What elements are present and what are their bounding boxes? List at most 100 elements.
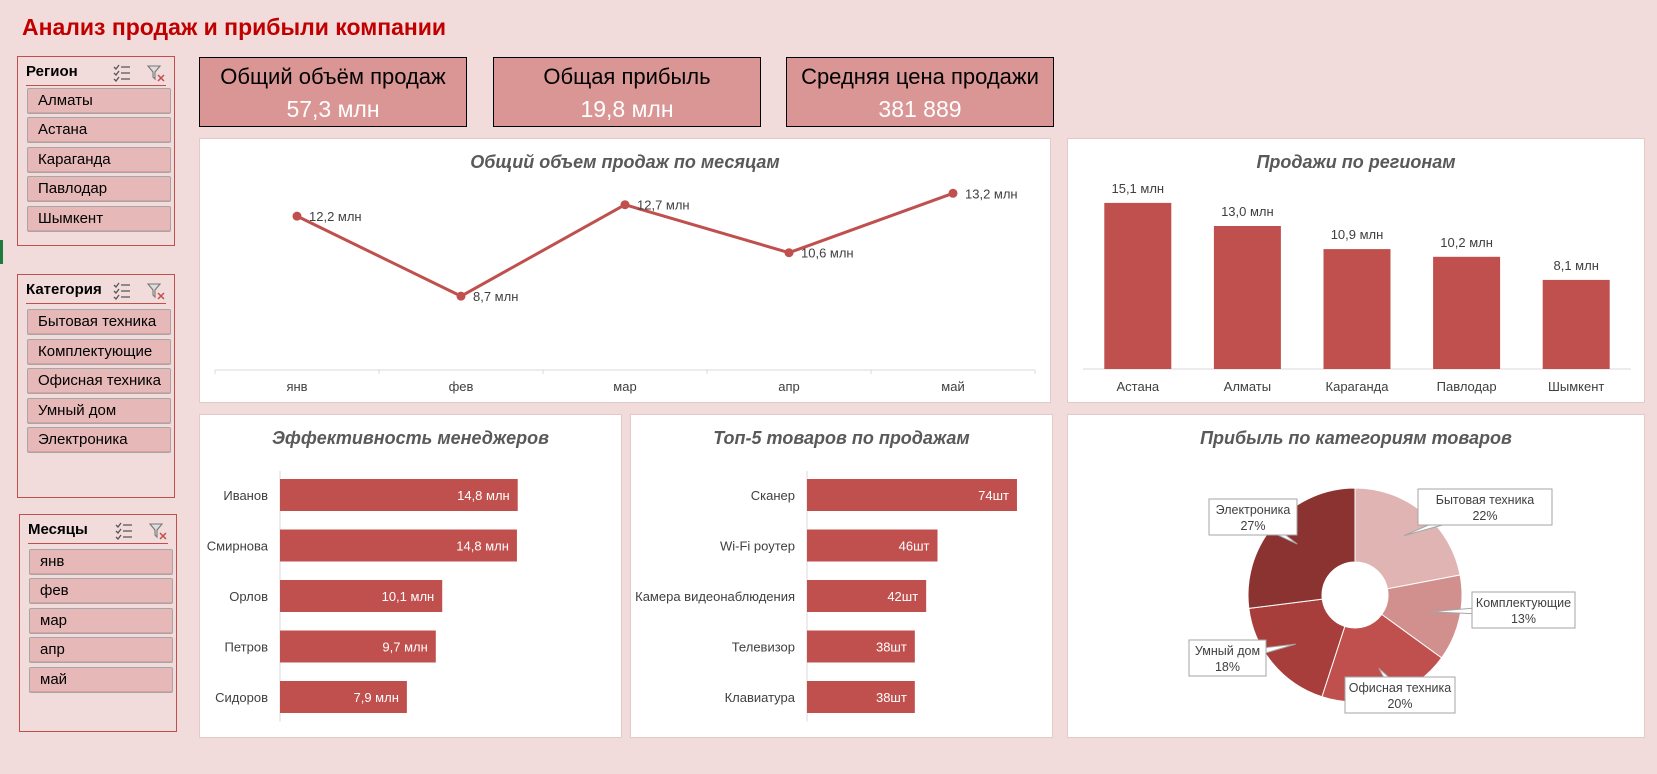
bar bbox=[1542, 279, 1610, 369]
slicer-title: Месяцы bbox=[28, 521, 88, 538]
x-tick-label: Павлодар bbox=[1437, 379, 1497, 394]
data-point bbox=[784, 248, 794, 258]
kpi-label: Общая прибыль bbox=[543, 64, 711, 89]
slicer-item-components[interactable]: Комплектующие bbox=[27, 339, 171, 365]
donut-chart: Бытовая техника 22% Комплектующие 13% Офисна… bbox=[1188, 487, 1576, 714]
x-tick-label: май bbox=[941, 379, 964, 394]
slicer-item-household-appliances[interactable]: Бытовая техника bbox=[27, 309, 171, 335]
cell-selection-marker bbox=[0, 240, 3, 264]
multi-select-icon[interactable] bbox=[112, 281, 132, 301]
y-tick-label: Орлов bbox=[229, 589, 268, 604]
chart-title: Прибыль по категориям товаров bbox=[1200, 428, 1512, 448]
data-label: 13,0 млн bbox=[1221, 204, 1274, 219]
bar bbox=[807, 479, 1017, 511]
clear-filter-icon[interactable] bbox=[146, 281, 166, 301]
slice-category-label: Бытовая техника bbox=[1436, 493, 1535, 507]
slicer-title: Категория bbox=[26, 281, 102, 298]
y-tick-label: Телевизор bbox=[732, 640, 795, 655]
dashboard-title: Анализ продаж и прибыли компании bbox=[22, 14, 447, 40]
chart-title: Эффективность менеджеров bbox=[271, 428, 550, 448]
multi-select-icon[interactable] bbox=[112, 63, 132, 83]
data-label: 8,1 млн bbox=[1554, 258, 1599, 273]
bar bbox=[280, 630, 436, 663]
kpi-average-price: Средняя цена продажи 381 889 bbox=[786, 57, 1054, 127]
slicer-item-jan[interactable]: янв bbox=[29, 549, 173, 575]
kpi-label: Общий объём продаж bbox=[220, 64, 446, 89]
bar bbox=[1433, 256, 1501, 369]
slice-percent-label: 18% bbox=[1215, 660, 1240, 674]
slicer-item-pavlodar[interactable]: Павлодар bbox=[27, 176, 171, 202]
slice-percent-label: 13% bbox=[1511, 612, 1536, 626]
slicer-header: Месяцы bbox=[28, 521, 168, 544]
slicer-item-mar[interactable]: мар bbox=[29, 608, 173, 634]
chart-panel-manager-efficiency: Эффективность менеджеров 14,8 млн Иванов 1… bbox=[199, 414, 622, 738]
bar bbox=[1104, 202, 1172, 369]
data-label: 10,2 млн bbox=[1440, 235, 1493, 250]
pie-slice bbox=[1247, 487, 1356, 609]
data-label: 74шт bbox=[978, 488, 1009, 503]
slice-percent-label: 27% bbox=[1240, 519, 1265, 533]
slicer-item-astana[interactable]: Астана bbox=[27, 117, 171, 143]
data-label: 12,2 млн bbox=[309, 209, 362, 224]
y-tick-label: Wi-Fi роутер bbox=[720, 539, 795, 554]
bar bbox=[280, 580, 443, 612]
kpi-value: 57,3 млн bbox=[286, 96, 380, 122]
x-tick-label: янв bbox=[286, 379, 307, 394]
slicer-item-may[interactable]: май bbox=[29, 667, 173, 693]
bar bbox=[807, 630, 915, 663]
horizontal-bar-chart: 14,8 млн Иванов 14,8 млн Смирнова 10,1 млн Ор… bbox=[207, 471, 518, 722]
data-label: 14,8 млн bbox=[457, 488, 510, 503]
slicer-item-office-equipment[interactable]: Офисная техника bbox=[27, 368, 171, 394]
y-tick-label: Камера видеонаблюдения bbox=[635, 589, 795, 604]
data-point bbox=[292, 211, 302, 221]
line-chart: 12,2 млн янв 8,7 млн фев 12,7 млн мар 10,6 млн… bbox=[214, 186, 1036, 394]
x-tick-label: мар bbox=[613, 379, 636, 394]
slicer-item-shymkent[interactable]: Шымкент bbox=[27, 206, 171, 232]
chart-panel-sales-by-month: Общий объем продаж по месяцам 12,2 млн ян… bbox=[199, 138, 1051, 403]
kpi-total-sales: Общий объём продаж 57,3 млн bbox=[199, 57, 467, 127]
multi-select-icon[interactable] bbox=[114, 521, 134, 541]
kpi-total-profit: Общая прибыль 19,8 млн bbox=[493, 57, 761, 127]
data-label: 10,9 млн bbox=[1331, 227, 1384, 242]
column-chart: 15,1 млн Астана 13,0 млн Алматы 10,9 млн Кара… bbox=[1083, 181, 1631, 394]
y-tick-label: Смирнова bbox=[207, 539, 269, 554]
pie-slice bbox=[1248, 598, 1346, 698]
data-point bbox=[620, 200, 630, 210]
slice-category-label: Умный дом bbox=[1195, 644, 1260, 658]
slice-percent-label: 22% bbox=[1472, 509, 1497, 523]
data-label: 9,7 млн bbox=[382, 640, 427, 655]
x-tick-label: Астана bbox=[1116, 379, 1159, 394]
bar bbox=[1323, 249, 1391, 369]
horizontal-bar-chart: 74шт Сканер 46шт Wi-Fi роутер 42шт Камера вид… bbox=[635, 471, 1017, 722]
slicer-item-electronics[interactable]: Электроника bbox=[27, 427, 171, 453]
data-point bbox=[948, 188, 958, 198]
bar bbox=[280, 681, 407, 713]
bar bbox=[280, 529, 517, 562]
pie-slice bbox=[1380, 574, 1463, 659]
bar bbox=[1213, 226, 1281, 369]
callout-box bbox=[1208, 498, 1298, 536]
data-label: 13,2 млн bbox=[965, 186, 1018, 201]
y-tick-label: Сидоров bbox=[215, 690, 268, 705]
clear-filter-icon[interactable] bbox=[146, 63, 166, 83]
x-tick-label: Шымкент bbox=[1548, 379, 1604, 394]
bar bbox=[807, 681, 915, 713]
slicer-item-feb[interactable]: фев bbox=[29, 578, 173, 604]
slicer-header: Категория bbox=[26, 281, 166, 304]
data-label: 10,6 млн bbox=[801, 246, 854, 261]
slice-category-label: Комплектующие bbox=[1476, 596, 1571, 610]
chart-panel-profit-by-category: Прибыль по категориям товаров Бытовая те… bbox=[1067, 414, 1645, 738]
slicer-item-apr[interactable]: апр bbox=[29, 637, 173, 663]
clear-filter-icon[interactable] bbox=[148, 521, 168, 541]
y-tick-label: Петров bbox=[225, 640, 269, 655]
callout-box bbox=[1344, 676, 1456, 714]
slicer-item-almaty[interactable]: Алматы bbox=[27, 88, 171, 114]
data-label: 10,1 млн bbox=[382, 589, 435, 604]
chart-title: Продажи по регионам bbox=[1256, 152, 1456, 172]
slicer-item-karaganda[interactable]: Караганда bbox=[27, 147, 171, 173]
slice-category-label: Офисная техника bbox=[1349, 681, 1451, 695]
slicer-item-smart-home[interactable]: Умный дом bbox=[27, 398, 171, 424]
chart-title: Общий объем продаж по месяцам bbox=[470, 152, 780, 172]
data-label: 15,1 млн bbox=[1111, 181, 1164, 196]
slicer-header: Регион bbox=[26, 63, 166, 86]
